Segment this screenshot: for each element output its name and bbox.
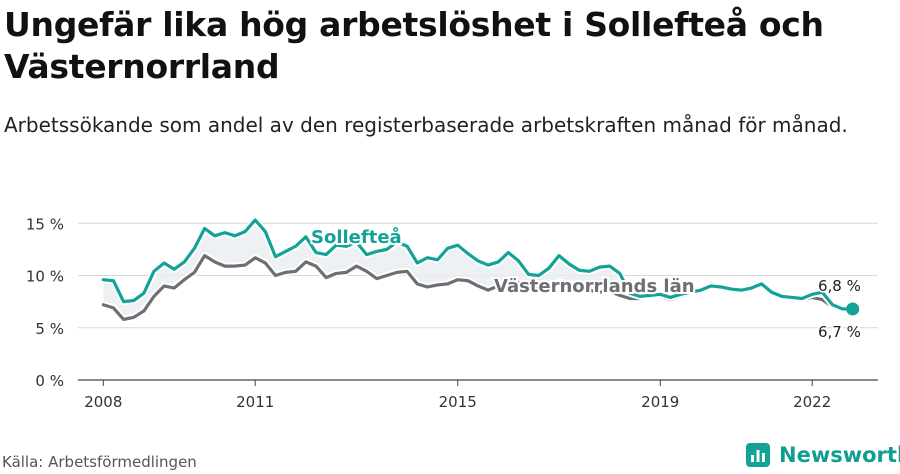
x-tick-label: 2008 [84, 393, 122, 411]
end-point-dot [846, 302, 860, 316]
series-layer [101, 216, 860, 323]
y-tick-label: 5 % [35, 320, 64, 338]
end-label-solleftea: 6,8 % [818, 277, 861, 295]
y-tick-label: 0 % [35, 372, 64, 390]
end-label-vasternorrland: 6,7 % [818, 323, 861, 341]
brand-name: Newsworthy [779, 443, 900, 467]
band-layer [103, 220, 853, 320]
y-tick-label: 10 % [26, 268, 64, 286]
x-tick-label: 2015 [439, 393, 477, 411]
difference-band [103, 220, 853, 320]
label-layer: Sollefteå Västernorrlands län 6,8 % 6,7 % [309, 224, 862, 343]
chart-subtitle: Arbetssökande som andel av den registerb… [4, 113, 848, 137]
x-tick-label: 2019 [641, 393, 679, 411]
x-tick-label: 2011 [236, 393, 274, 411]
series-label-solleftea: Sollefteå [311, 226, 402, 248]
grid-layer: 0 % 5 % 10 % 15 % 2008 2011 2015 2019 2022 [26, 215, 878, 411]
series-label-vasternorrland: Västernorrlands län [494, 276, 695, 297]
x-tick-label: 2022 [793, 393, 831, 411]
y-tick-label: 15 % [26, 215, 64, 233]
source-note: Källa: Arbetsförmedlingen [2, 453, 197, 471]
newsworthy-logo-icon [746, 443, 770, 467]
chart-title: Ungefär lika hög arbetslöshet i Sollefte… [4, 5, 824, 86]
solleftea-line [101, 218, 855, 311]
brand-logo[interactable]: Newsworthy [745, 442, 900, 468]
